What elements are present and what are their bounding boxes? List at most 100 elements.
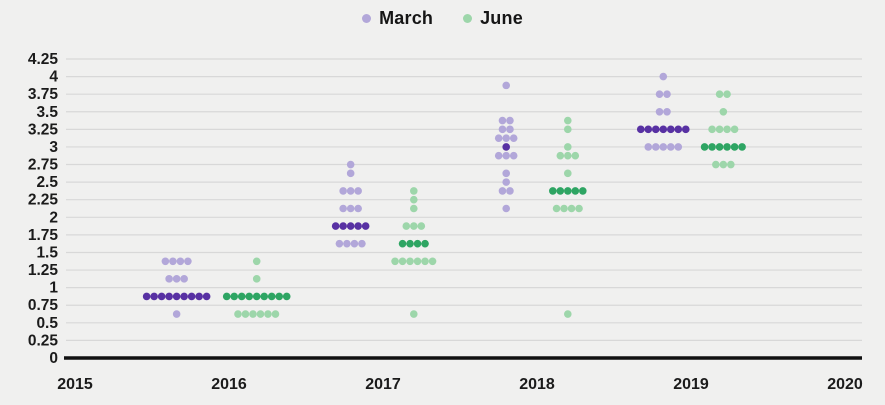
data-dot-june [406, 257, 414, 266]
data-dot-march [346, 187, 355, 195]
data-dot-june [410, 204, 418, 213]
data-dot-march [346, 160, 355, 169]
data-dot-march-median [651, 125, 660, 134]
march-dot-icon [362, 14, 372, 23]
data-dot-march-median [157, 292, 166, 301]
data-dot-june [564, 116, 572, 125]
data-dot-march [335, 239, 344, 248]
data-dot-march [663, 90, 671, 98]
x-axis-label: 2020 [827, 376, 863, 393]
data-dot-june-median [708, 143, 716, 151]
data-dot-june [410, 187, 418, 195]
x-axis-label: 2019 [673, 376, 709, 393]
data-dot-march-median [339, 222, 347, 230]
data-dot-june [723, 90, 731, 98]
x-axis-label: 2015 [57, 376, 93, 393]
chart-legend: March June [0, 8, 885, 29]
data-dot-march [498, 125, 507, 134]
data-dot-june [252, 257, 261, 266]
data-dot-june [398, 257, 407, 266]
y-axis-label: 2.5 [36, 174, 58, 191]
data-dot-june [730, 125, 739, 134]
data-dot-june [421, 257, 429, 266]
y-axis-label: 2 [49, 209, 58, 226]
data-dot-june [249, 310, 257, 318]
data-dot-june-median [406, 239, 414, 248]
data-dot-march [354, 187, 362, 195]
data-dot-march [659, 143, 668, 151]
data-dot-march-median [502, 143, 511, 151]
data-dot-june [410, 310, 418, 318]
data-dot-march [339, 187, 347, 195]
data-dot-june [723, 125, 731, 134]
data-dot-march [176, 257, 185, 266]
x-axis-label: 2018 [519, 376, 555, 393]
x-axis-label: 2017 [365, 376, 401, 393]
y-axis-label: 1.75 [28, 227, 59, 244]
data-dot-march-median [644, 125, 653, 134]
data-dot-june-median [413, 239, 422, 248]
june-dot-icon [463, 14, 473, 23]
data-dot-june-median [571, 187, 580, 195]
data-dot-march [659, 72, 668, 81]
data-dot-march-median [195, 292, 203, 301]
data-dot-june [417, 222, 426, 230]
data-dot-june [719, 160, 728, 169]
data-dot-march [506, 116, 514, 125]
data-dot-june [564, 143, 572, 151]
legend-label-march: March [379, 8, 434, 28]
data-dot-march [651, 143, 660, 151]
data-dot-march [172, 275, 181, 283]
data-dot-march [169, 257, 177, 266]
data-dot-march-median [659, 125, 668, 134]
data-dot-march-median [361, 222, 370, 230]
data-dot-june-median [267, 292, 276, 301]
data-dot-march [655, 107, 664, 116]
data-dot-june [719, 107, 728, 116]
data-dot-march-median [681, 125, 690, 134]
data-dot-march-median [636, 125, 645, 134]
y-axis-label: 4 [49, 69, 58, 86]
data-dot-june-median [700, 143, 709, 151]
y-axis-label: 1.25 [28, 262, 59, 279]
data-dot-march-median [346, 222, 355, 230]
data-dot-march-median [331, 222, 340, 230]
y-axis-label: 0.5 [36, 315, 58, 332]
y-axis-label: 0.75 [28, 297, 59, 314]
data-dot-june [264, 310, 272, 318]
data-dot-march [666, 143, 675, 151]
data-dot-march-median [172, 292, 181, 301]
data-dot-june [256, 310, 265, 318]
y-axis-label: 3.25 [28, 121, 59, 138]
data-dot-march [502, 169, 511, 178]
data-dot-june [575, 204, 583, 213]
data-dot-march [172, 310, 181, 318]
y-axis-label: 2.75 [28, 157, 59, 174]
data-dot-june-median [245, 292, 254, 301]
data-dot-march-median [354, 222, 362, 230]
data-dot-june-median [260, 292, 269, 301]
data-dot-march [509, 151, 518, 160]
data-dot-june [413, 257, 422, 266]
data-dot-june [564, 169, 572, 178]
data-dot-june [552, 204, 561, 213]
data-dot-march-median [202, 292, 211, 301]
data-dot-march [161, 257, 170, 266]
data-dot-march [498, 187, 507, 195]
y-axis-label: 3.5 [36, 104, 58, 121]
data-dot-march-median [165, 292, 173, 301]
data-dot-june [410, 195, 418, 204]
data-dot-june [715, 90, 724, 98]
data-dot-june-median [275, 292, 284, 301]
data-dot-june-median [398, 239, 407, 248]
data-dot-june [564, 125, 572, 134]
data-dot-june-median [549, 187, 557, 195]
data-dot-march [644, 143, 653, 151]
data-dot-march [506, 187, 514, 195]
data-dot-march [346, 204, 355, 213]
data-dot-march-median [180, 292, 188, 301]
data-dot-march [506, 125, 514, 134]
legend-item-march: March [362, 8, 433, 29]
data-dot-march [502, 151, 511, 160]
data-dot-march [655, 90, 664, 98]
